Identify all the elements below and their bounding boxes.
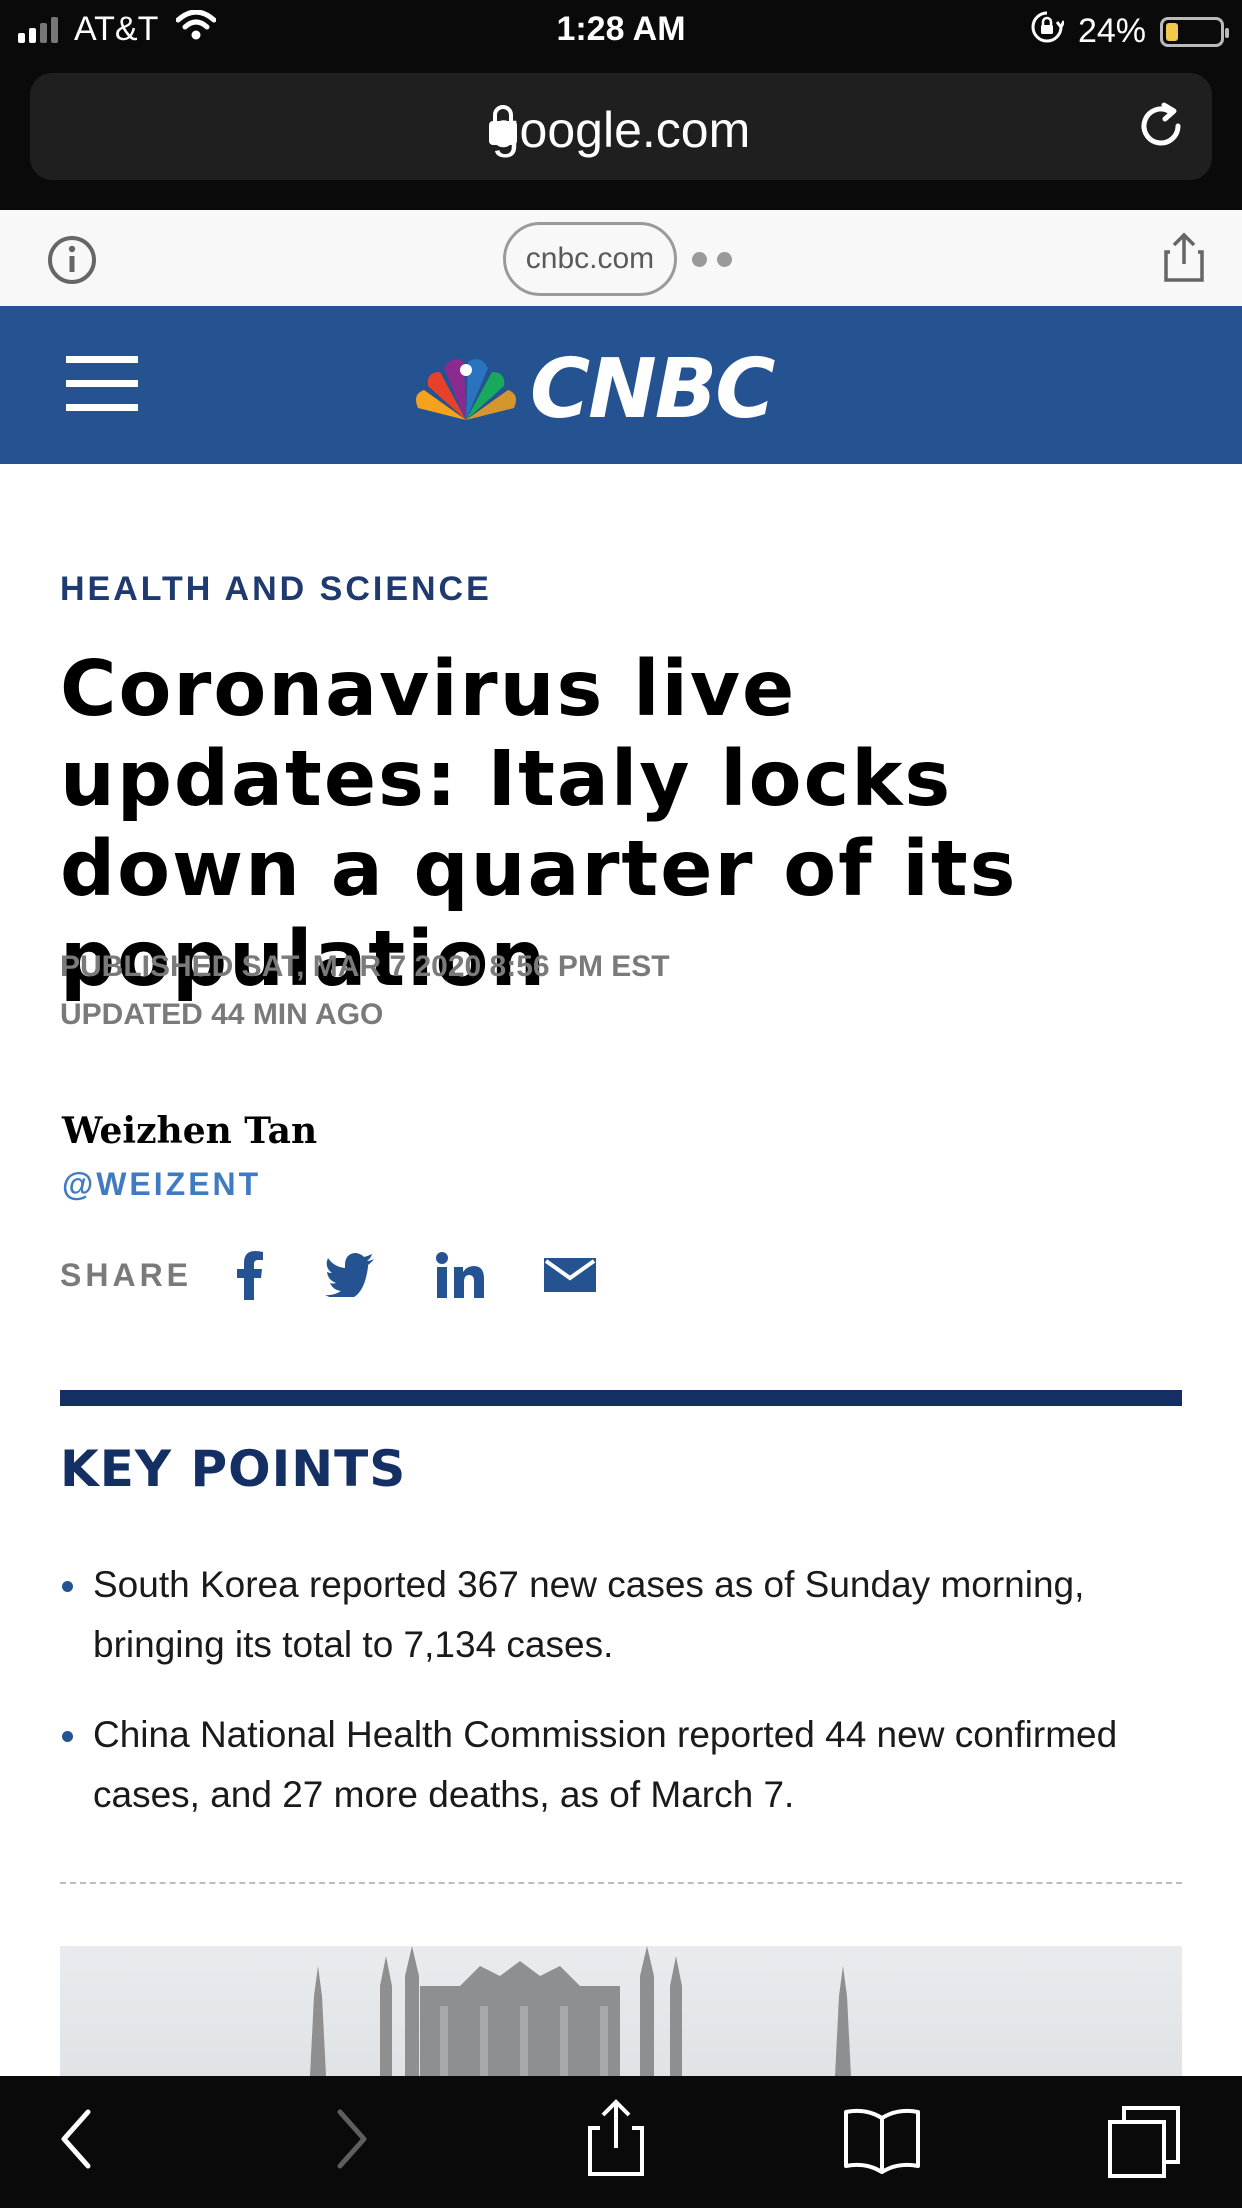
reload-icon[interactable]	[1134, 99, 1188, 158]
bookmarks-icon[interactable]	[842, 2104, 922, 2179]
browser-chrome: AT&T 1:28 AM 24%	[0, 0, 1242, 210]
share-icon[interactable]	[1162, 232, 1206, 289]
wifi-icon	[175, 9, 217, 49]
share-label: SHARE	[60, 1256, 193, 1293]
hamburger-menu-icon[interactable]	[66, 356, 138, 414]
bullet-icon	[62, 1581, 73, 1592]
logo-text: CNBC	[530, 342, 775, 437]
author-name[interactable]: Weizhen Tan	[62, 1110, 318, 1152]
lock-icon	[486, 103, 520, 152]
linkedin-icon[interactable]	[436, 1252, 485, 1298]
dashed-divider	[60, 1882, 1182, 1884]
status-time: 1:28 AM	[556, 10, 686, 48]
status-right: 24%	[1030, 10, 1229, 53]
url-text: google.com	[491, 102, 751, 158]
amp-domain-pill[interactable]: cnbc.com	[503, 222, 677, 296]
signal-icon	[18, 16, 58, 43]
twitter-icon[interactable]	[324, 1253, 376, 1297]
cnbc-logo[interactable]: CNBC	[412, 342, 775, 437]
peacock-icon	[412, 350, 520, 429]
cathedral-photo-icon	[310, 1946, 851, 2076]
updated-time: UPDATED 44 MIN AGO	[60, 998, 384, 1031]
back-icon[interactable]	[56, 2104, 96, 2179]
facebook-icon[interactable]	[234, 1250, 264, 1300]
section-kicker[interactable]: HEALTH AND SCIENCE	[60, 570, 492, 608]
forward-icon[interactable]	[332, 2104, 372, 2179]
list-item: South Korea reported 367 new cases as of…	[60, 1555, 1182, 1675]
article-headline: Coronavirus live updates: Italy locks do…	[60, 645, 1018, 1004]
amp-header: cnbc.com	[0, 210, 1242, 306]
list-item: China National Health Commission reporte…	[60, 1705, 1182, 1825]
share-row: SHARE	[60, 1245, 656, 1305]
key-points-title: KEY POINTS	[60, 1440, 407, 1498]
status-left: AT&T	[18, 9, 217, 49]
site-header: CNBC	[0, 306, 1242, 464]
battery-level	[1166, 22, 1178, 41]
orientation-lock-icon	[1030, 10, 1066, 53]
battery-icon	[1160, 16, 1229, 47]
author-handle[interactable]: @WEIZENT	[62, 1166, 262, 1202]
article-hero-image	[60, 1946, 1182, 2076]
share-icon[interactable]	[586, 2098, 646, 2183]
key-points-list: South Korea reported 367 new cases as of…	[60, 1555, 1182, 1855]
key-point-text: China National Health Commission reporte…	[93, 1714, 1118, 1815]
address-bar[interactable]: google.com	[30, 73, 1212, 180]
status-bar: AT&T 1:28 AM 24%	[0, 0, 1242, 62]
battery-percent: 24%	[1077, 12, 1146, 50]
published-date: PUBLISHED SAT, MAR 7 2020 8:56 PM EST	[60, 950, 670, 983]
key-points-rule	[60, 1390, 1182, 1406]
info-icon[interactable]	[46, 234, 98, 291]
key-point-text: South Korea reported 367 new cases as of…	[93, 1564, 1085, 1665]
carrier-label: AT&T	[74, 10, 159, 48]
amp-page-dots-icon[interactable]	[692, 252, 732, 267]
browser-toolbar	[0, 2076, 1242, 2208]
tabs-icon[interactable]	[1106, 2104, 1182, 2185]
bullet-icon	[62, 1731, 73, 1742]
email-icon[interactable]	[544, 1258, 597, 1292]
